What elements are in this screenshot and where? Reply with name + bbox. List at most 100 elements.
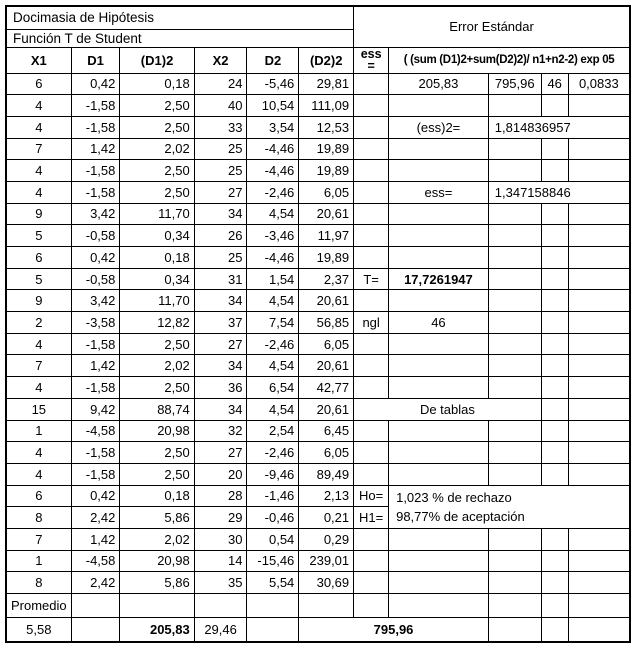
cell-ess [353,224,390,247]
cell-x2: 40 [193,94,248,117]
table-row: 1 -4,58 20,98 32 2,54 6,45 [5,419,631,443]
cell-x1: 7 [5,527,72,551]
cell-ess [353,137,390,161]
cell-d1sq: 0,18 [119,72,195,96]
col-header-formula: ( (sum (D1)2+sum(D2)2)/ n1+n2-2) exp 05 [388,46,631,74]
cell-ann-c [540,137,569,161]
cell-ess [353,593,390,618]
cell-d2: 2,54 [246,419,300,443]
cell-d2sq: 6,05 [298,180,355,204]
cell-ess [353,354,390,378]
cell-ann-d [567,419,631,443]
promedio-label: Promedio [5,593,72,618]
cell-d2: 5,54 [246,571,300,594]
right-section-title: Error Estándar [353,5,631,48]
cell-ann-a [388,354,489,378]
cell-d1: 3,42 [70,289,121,313]
cell-ann-d [567,202,631,226]
cell-d2: 0,54 [246,527,300,551]
cell-d1sq: 5,86 [119,506,195,529]
cell-d1sq: 0,34 [119,267,195,291]
annotation-label: (ess)2= [388,115,489,139]
cell-ann-b [487,246,542,269]
cell-ann-d [567,527,631,551]
cell-ann-a [388,376,489,399]
col-header-d2sq: (D2)2 [298,46,355,74]
cell-d1: -3,58 [70,311,121,334]
cell-ess [353,180,390,204]
table-row: 4 -1,58 2,50 27 -2,46 6,05 [5,441,631,464]
cell-d2sq: 2,13 [298,484,355,508]
cell-ann-d [567,617,631,642]
cell-x1: 1 [5,419,72,443]
cell-ann-c [540,441,569,464]
cell-x1: 5 [5,267,72,291]
cell-ann-a [388,94,489,117]
t-student-table: Docimasia de Hipótesis Error Estándar Fu… [5,5,631,643]
cell-x2 [193,593,248,618]
table-row: 7 1,42 2,02 34 4,54 20,61 [5,354,631,378]
cell-x2: 26 [193,224,248,247]
data-rows: 6 0,42 0,18 24 -5,46 29,81 205,83 795,96 46 0,083… [5,72,631,642]
annotation-label: ess= [388,180,489,204]
cell-d2: -2,46 [246,441,300,464]
cell-x2: 34 [193,202,248,226]
title-row-1: Docimasia de Hipótesis Error Estándar [5,5,631,48]
table-row: 4 -1,58 2,50 27 -2,46 6,05 ess= 1,347158846 [5,180,631,204]
cell-d2: 6,54 [246,376,300,399]
cell-ann-b [487,137,542,161]
cell-d1: 2,42 [70,571,121,594]
cell-d1: -1,58 [70,441,121,464]
cell-result-0: 205,83 [388,72,489,96]
cell-x2: 35 [193,571,248,594]
cell-d1sq: 12,82 [119,311,195,334]
cell-d2sq: 29,81 [298,72,355,96]
cell-d1 [70,617,121,642]
cell-d1: -1,58 [70,462,121,486]
cell-d1: 0,42 [70,246,121,269]
table-row: 8 2,42 5,86 29 -0,46 0,21 H1= [5,506,630,529]
cell-x2: 29 [193,506,248,529]
cell-d2 [246,593,300,618]
cell-d1: 9,42 [70,397,121,421]
table-row: 9 3,42 11,70 34 4,54 20,61 [5,289,631,313]
cell-ann-c [540,224,569,247]
cell-ann-a [388,549,489,573]
col-header-d2: D2 [246,46,300,74]
cell-d2: -2,46 [246,180,300,204]
cell-ann-a [388,224,489,247]
cell-d2sq: 56,85 [298,311,355,334]
annotation-label: T= [353,267,390,291]
annotation-label: H1= [353,506,390,529]
cell-ess [353,527,390,551]
table-row: 2 -3,58 12,82 37 7,54 56,85 ngl 46 [5,311,631,334]
cell-d1sq: 11,70 [119,289,195,313]
totals-row: 5,58 205,83 29,46 795,96 [5,617,631,642]
cell-x1: 6 [5,484,72,508]
cell-x1: 6 [5,72,72,96]
cell-d2: 7,54 [246,311,300,334]
cell-d2sq: 11,97 [298,224,355,247]
cell-ann-b [487,462,542,486]
cell-ess [353,441,390,464]
cell-d2: -15,46 [246,549,300,573]
table-row: 5 -0,58 0,34 26 -3,46 11,97 [5,224,631,247]
table-row: 6 0,42 0,18 25 -4,46 19,89 [5,246,631,269]
cell-d1: 2,42 [70,506,121,529]
cell-x2: 32 [193,419,248,443]
cell-x1: 2 [5,311,72,334]
cell-ann-d [567,441,631,464]
annotation-value: 46 [388,311,489,334]
cell-d1: -1,58 [70,94,121,117]
x2-average: 29,46 [193,617,248,642]
cell-x2: 24 [193,72,248,96]
cell-d1sq: 20,98 [119,549,195,573]
cell-ann-b [487,549,542,573]
cell-ess [353,115,390,139]
cell-d2sq: 19,89 [298,246,355,269]
cell-d1: 3,42 [70,202,121,226]
cell-d1sq: 2,50 [119,159,195,182]
annotation-label: ngl [353,311,390,334]
cell-d1: 1,42 [70,137,121,161]
cell-ess [353,419,390,443]
